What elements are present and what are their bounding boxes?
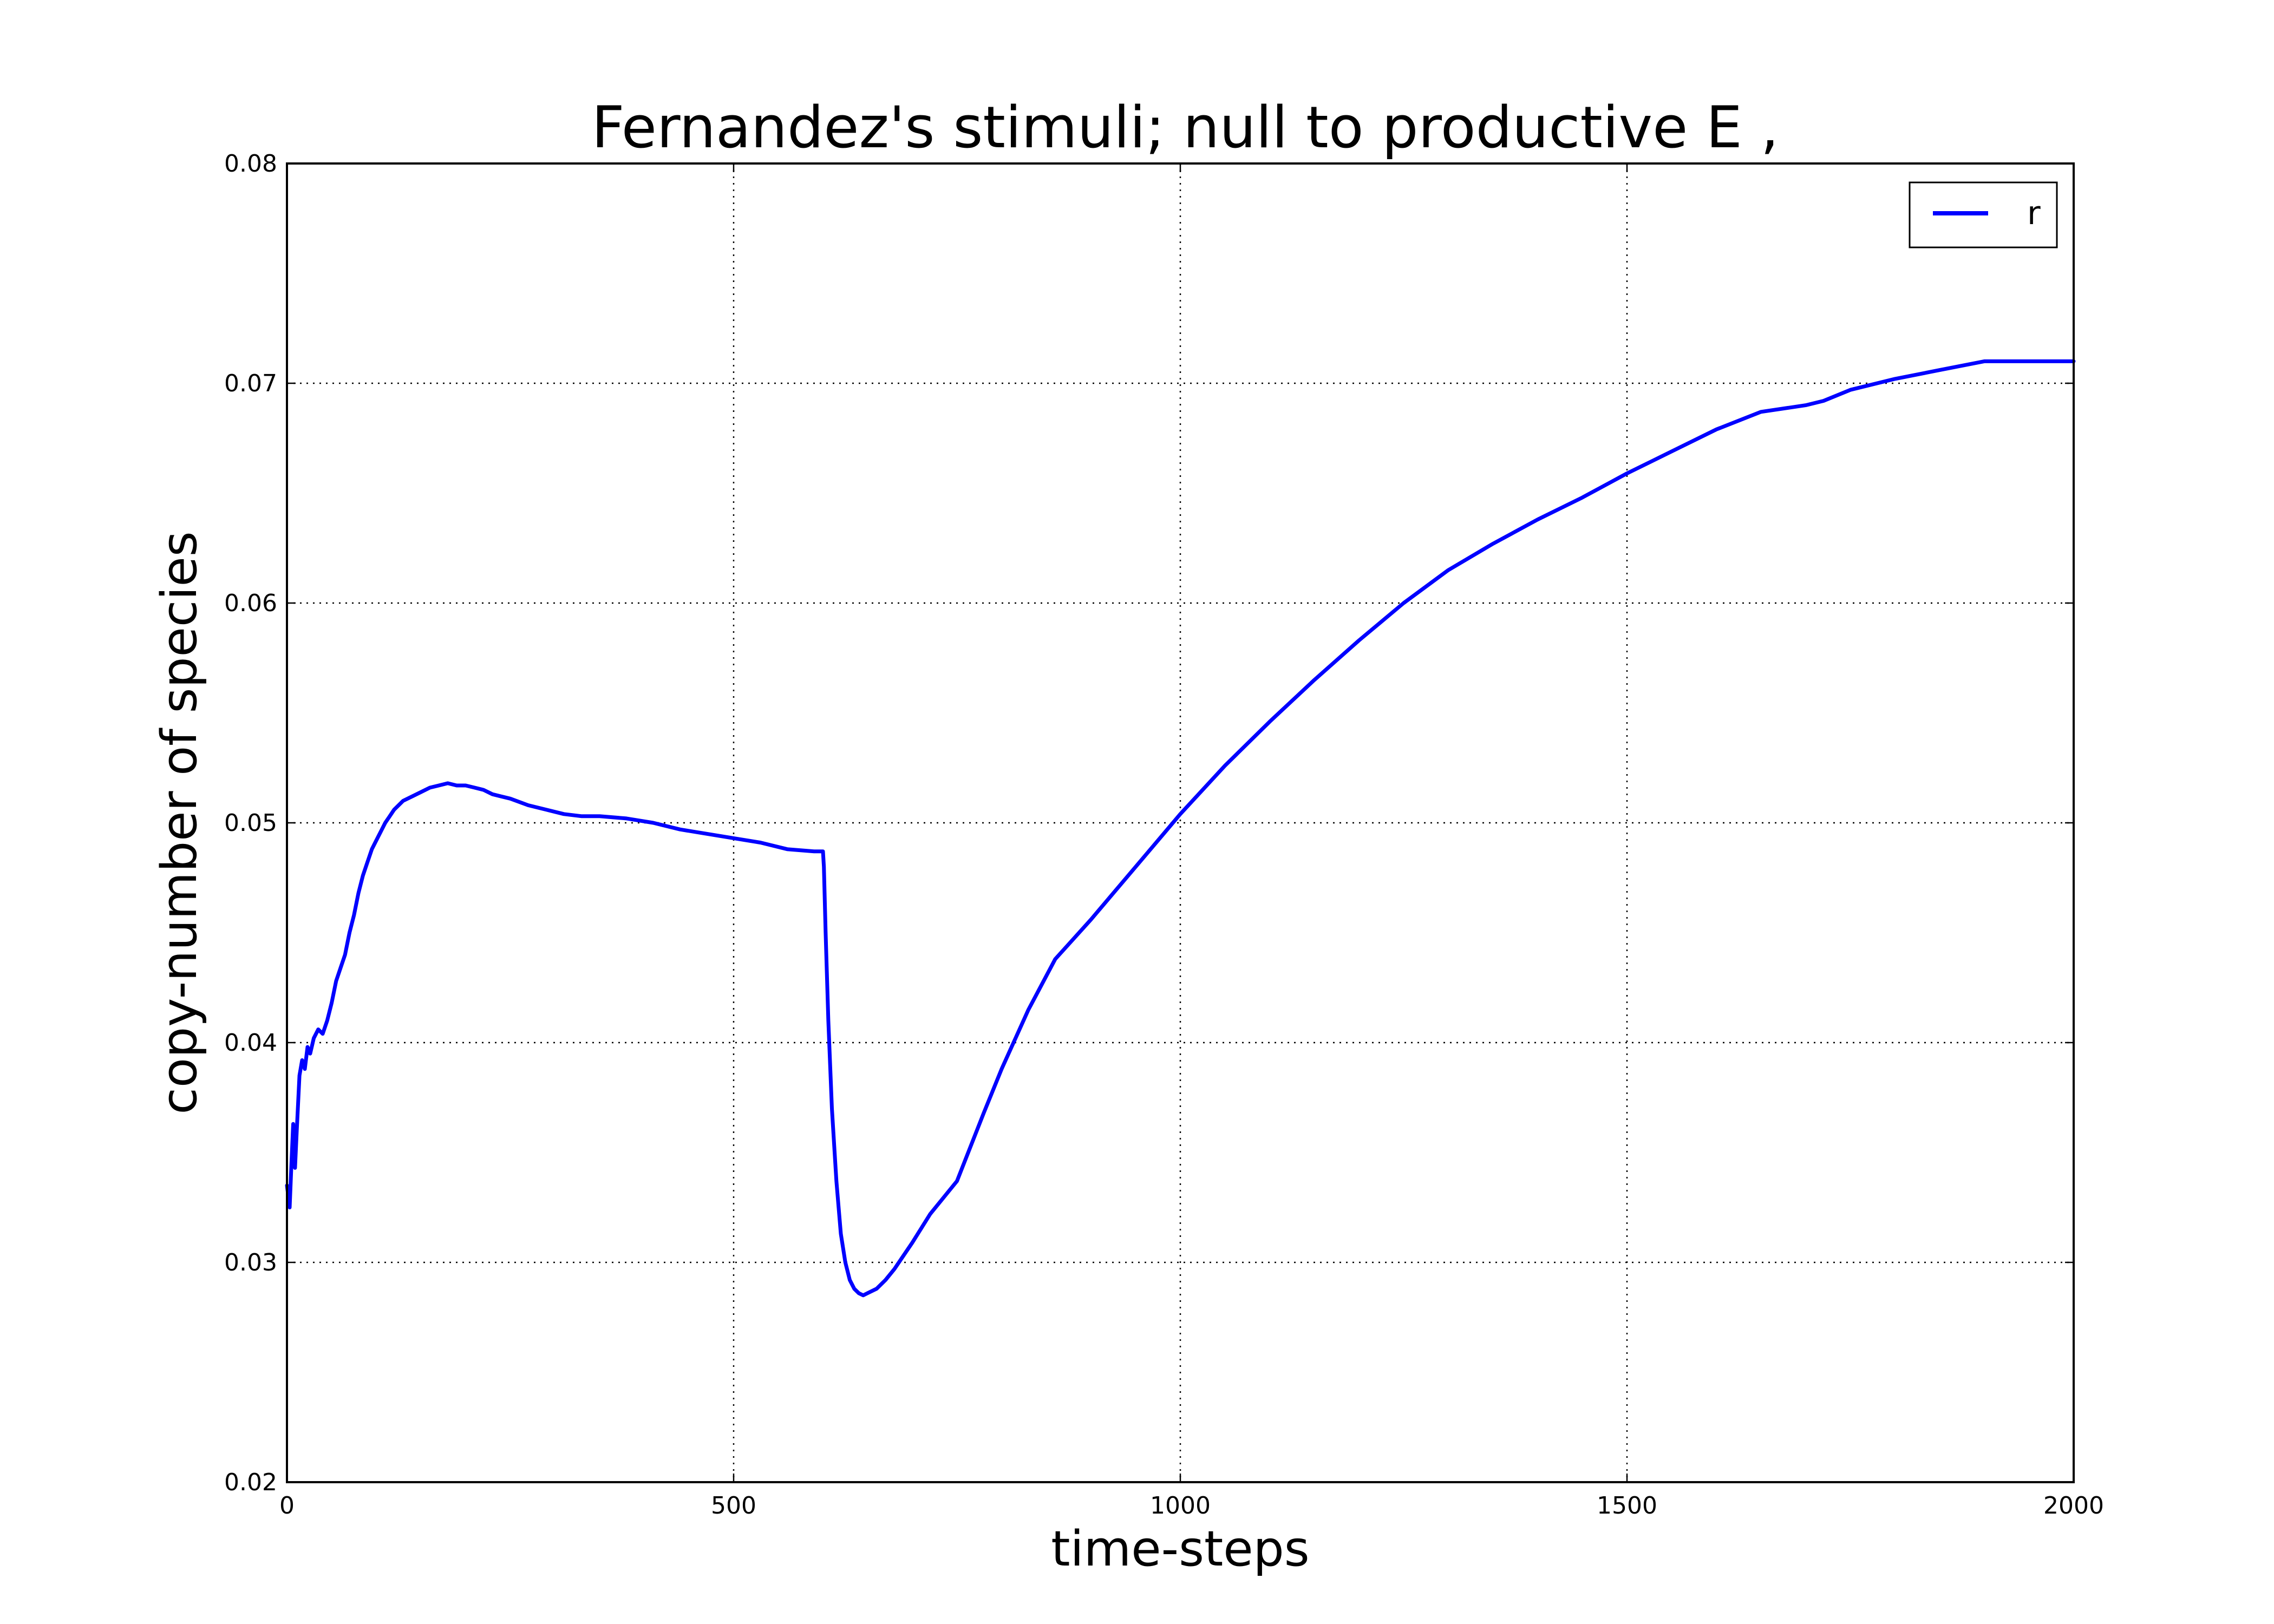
legend: r — [1910, 182, 2057, 247]
x-tick-label: 0 — [279, 1492, 295, 1520]
y-tick-label: 0.03 — [224, 1249, 277, 1276]
legend-label-r: r — [2027, 194, 2041, 232]
y-tick-label: 0.02 — [224, 1469, 277, 1496]
y-tick-label: 0.08 — [224, 150, 277, 178]
x-axis-title: time-steps — [1051, 1521, 1309, 1577]
x-tick-label: 500 — [711, 1492, 756, 1520]
x-tick-label: 1000 — [1150, 1492, 1211, 1520]
x-tick-label: 1500 — [1597, 1492, 1657, 1520]
y-tick-label: 0.04 — [224, 1029, 277, 1057]
x-tick-label: 2000 — [2043, 1492, 2104, 1520]
y-tick-label: 0.05 — [224, 809, 277, 837]
y-tick-label: 0.07 — [224, 370, 277, 397]
chart-title: Fernandez's stimuli; null to productive … — [592, 94, 1779, 161]
y-axis-title: copy-number of species — [151, 531, 208, 1114]
y-tick-label: 0.06 — [224, 590, 277, 617]
